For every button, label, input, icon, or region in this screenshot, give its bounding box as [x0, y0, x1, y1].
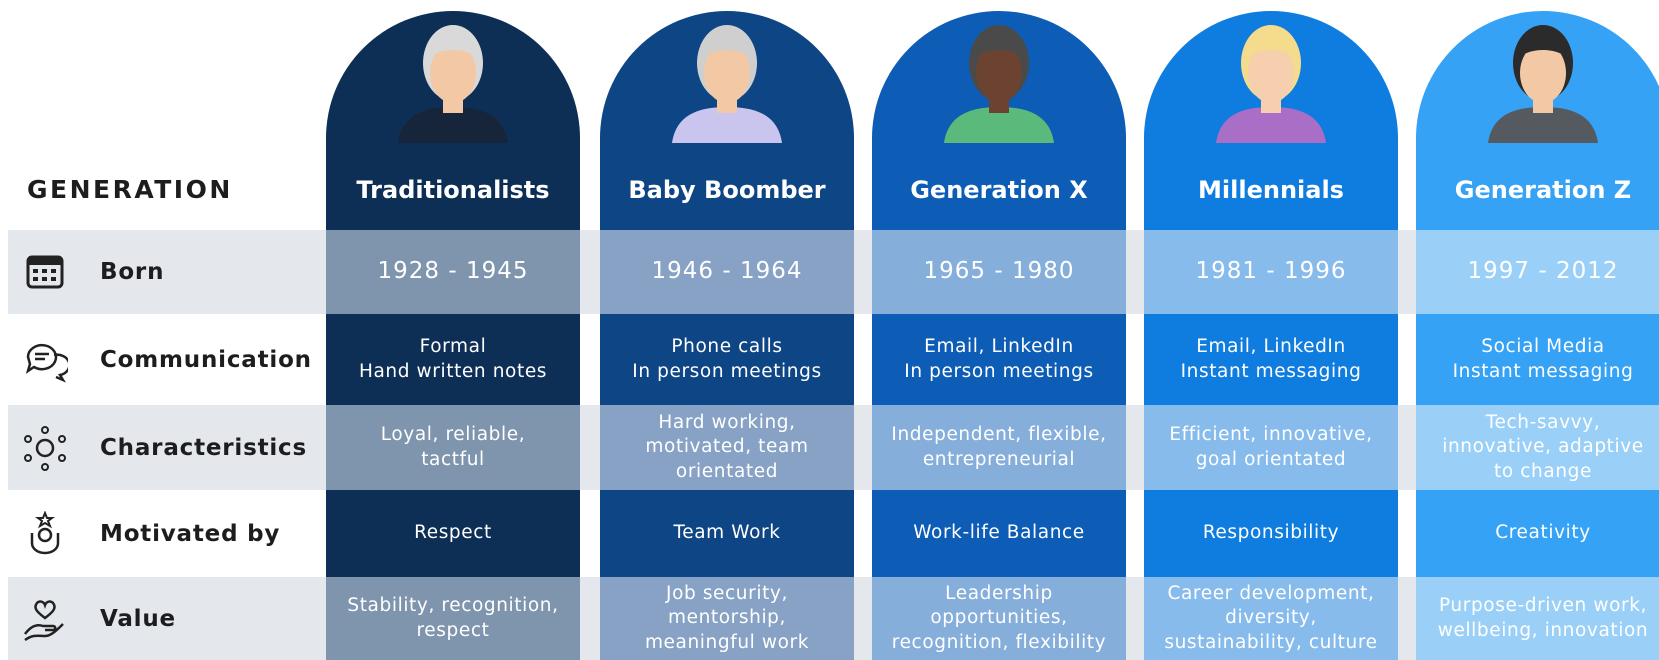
cell: Job security, mentorship, meaningful wor…	[600, 577, 854, 660]
row-icon	[24, 425, 66, 471]
avatar	[672, 25, 782, 143]
row-icon	[30, 510, 60, 554]
row-icon	[24, 599, 64, 641]
cell: 1981 - 1996	[1144, 230, 1398, 314]
cell: Work-life Balance	[872, 490, 1126, 577]
generation-header: Generation Z	[1416, 11, 1659, 230]
cell: Leadership opportunities, recognition, f…	[872, 577, 1126, 660]
row-label: Motivated by	[100, 520, 281, 547]
cell: Email, LinkedIn Instant messaging	[1144, 314, 1398, 405]
row-icon	[26, 255, 64, 289]
generation-header: Generation X	[872, 11, 1126, 230]
cell: Efficient, innovative, goal orientated	[1144, 405, 1398, 490]
cell: 1946 - 1964	[600, 230, 854, 314]
cell: Email, LinkedIn In person meetings	[872, 314, 1126, 405]
cell: Purpose-driven work, wellbeing, innovati…	[1416, 577, 1659, 660]
row-label: Communication	[100, 346, 312, 373]
cell: Phone calls In person meetings	[600, 314, 854, 405]
row-icon	[25, 343, 68, 383]
cell: Formal Hand written notes	[326, 314, 580, 405]
generation-name: Generation Z	[1454, 176, 1632, 204]
avatar	[1488, 25, 1598, 143]
generation-header: Traditionalists	[326, 11, 580, 230]
cell: Loyal, reliable, tactful	[326, 405, 580, 490]
cell: Respect	[326, 490, 580, 577]
generation-header: Millennials	[1144, 11, 1398, 230]
cell: Social Media Instant messaging	[1416, 314, 1659, 405]
generation-name: Millennials	[1198, 176, 1344, 204]
cell: Tech-savvy, innovative, adaptive to chan…	[1416, 405, 1659, 490]
header-label: GENERATION	[27, 175, 233, 204]
generation-name: Generation X	[910, 176, 1088, 204]
row-label: Value	[100, 605, 176, 632]
avatar	[398, 25, 508, 143]
generation-name: Baby Boomber	[628, 176, 826, 204]
row-label: Characteristics	[100, 434, 307, 461]
cell: Responsibility	[1144, 490, 1398, 577]
cell: Stability, recognition, respect	[326, 577, 580, 660]
avatar	[1216, 25, 1326, 143]
cell: 1928 - 1945	[326, 230, 580, 314]
generation-name: Traditionalists	[356, 176, 550, 204]
cell: 1965 - 1980	[872, 230, 1126, 314]
cell: Team Work	[600, 490, 854, 577]
cell: 1997 - 2012	[1416, 230, 1659, 314]
cell: Hard working, motivated, team orientated	[600, 405, 854, 490]
avatar	[944, 25, 1054, 143]
cell: Career development, diversity, sustainab…	[1144, 577, 1398, 660]
generation-header: Baby Boomber	[600, 11, 854, 230]
cell: Creativity	[1416, 490, 1659, 577]
row-label: Born	[100, 259, 165, 285]
cell: Independent, flexible, entrepreneurial	[872, 405, 1126, 490]
